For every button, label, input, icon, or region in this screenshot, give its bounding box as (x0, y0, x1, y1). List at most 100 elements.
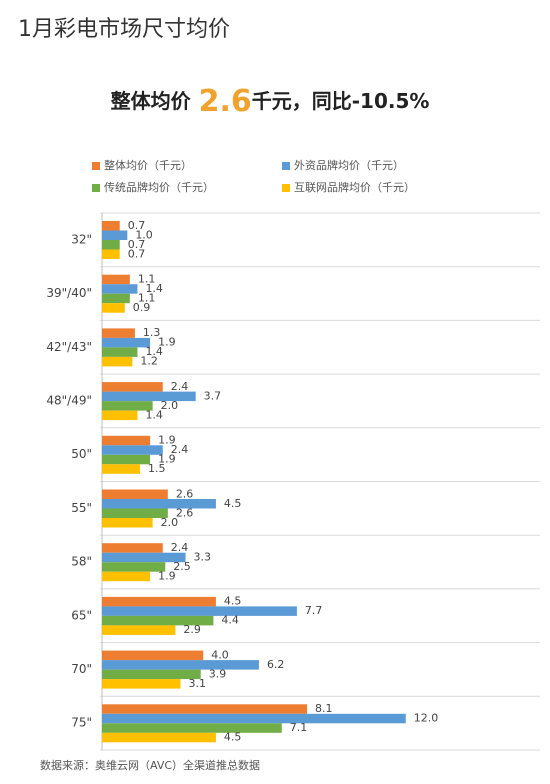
value-label: 0.7 (128, 219, 146, 232)
bar (102, 284, 138, 294)
y-tick-label: 65" (71, 608, 92, 622)
value-label: 1.9 (158, 336, 176, 349)
bar (102, 356, 133, 367)
headline-text: 整体均价 (110, 89, 192, 113)
value-label: 4.4 (221, 614, 239, 627)
legend-swatch (92, 184, 100, 192)
bar (102, 552, 186, 563)
headline-value: 2.6 (199, 84, 252, 119)
value-label: 1.5 (148, 462, 166, 475)
bar (102, 249, 120, 259)
value-label: 3.1 (188, 677, 206, 690)
bar (102, 571, 151, 582)
chart-title: 1月彩电市场尺寸均价 (18, 17, 230, 42)
value-label: 1.4 (145, 408, 163, 421)
bar (102, 723, 282, 733)
value-label: 8.1 (315, 702, 333, 715)
y-tick-label: 75" (71, 716, 92, 730)
value-label: 1.9 (158, 434, 176, 447)
y-tick-label: 48"/49" (46, 393, 92, 407)
value-label: 2.6 (176, 487, 194, 500)
bar (102, 230, 128, 240)
value-label: 0.7 (128, 238, 146, 251)
y-tick-label: 32" (71, 232, 92, 246)
bar (102, 328, 135, 338)
bar (102, 732, 216, 743)
value-label: 4.5 (224, 731, 242, 744)
y-tick-label: 70" (71, 662, 92, 676)
value-label: 2.5 (173, 560, 191, 573)
value-label: 0.7 (128, 247, 146, 260)
value-label: 1.4 (145, 282, 163, 295)
value-label: 7.1 (290, 721, 308, 734)
value-label: 4.5 (224, 497, 242, 510)
bar (102, 337, 151, 348)
legend-label: 互联网品牌均价（千元） (294, 180, 415, 194)
bar (102, 606, 297, 616)
value-label: 1.9 (158, 453, 176, 466)
y-tick-label: 58" (71, 555, 92, 569)
bar (102, 445, 163, 455)
bar (102, 303, 125, 313)
value-label: 1.2 (140, 355, 158, 368)
value-label: 1.1 (138, 291, 156, 304)
bar (102, 562, 166, 572)
bar (102, 391, 196, 402)
bar (102, 660, 259, 670)
value-label: 4.0 (211, 648, 229, 661)
value-label: 2.4 (171, 380, 189, 393)
value-label: 2.9 (183, 623, 201, 636)
y-tick-label: 39"/40" (46, 286, 92, 300)
value-label: 3.9 (209, 667, 227, 680)
bar (102, 679, 181, 689)
bar (102, 464, 140, 474)
bar (102, 508, 168, 518)
value-label: 1.9 (158, 569, 176, 582)
value-label: 1.0 (135, 228, 153, 241)
bar (102, 221, 120, 231)
bar (102, 347, 138, 357)
bar (102, 499, 216, 509)
bar (102, 293, 130, 304)
y-tick-label: 50" (71, 447, 92, 461)
value-label: 3.3 (194, 550, 212, 563)
headline-text: 千元，同比-10.5% (252, 89, 430, 113)
legend-label: 外资品牌均价（千元） (294, 158, 404, 172)
value-label: 1.4 (145, 345, 163, 358)
value-label: 12.0 (414, 712, 439, 725)
value-label: 2.0 (161, 399, 179, 412)
legend-label: 传统品牌均价（千元） (104, 180, 214, 194)
bar (102, 382, 163, 392)
headline: 整体均价 2.6千元，同比-10.5% (110, 84, 430, 119)
value-label: 4.5 (224, 595, 242, 608)
value-label: 3.7 (204, 389, 222, 402)
bar (102, 401, 153, 411)
value-label: 2.6 (176, 506, 194, 519)
bar (102, 625, 176, 635)
bar (102, 240, 120, 250)
value-label: 2.0 (161, 516, 179, 529)
value-label: 1.3 (143, 326, 161, 339)
bar (102, 713, 406, 724)
bar (102, 489, 168, 499)
bar (102, 704, 308, 714)
value-label: 0.9 (133, 301, 151, 314)
legend-label: 整体均价（千元） (104, 158, 192, 172)
bar (102, 596, 216, 607)
bar (102, 543, 163, 553)
value-label: 2.4 (171, 443, 189, 456)
value-label: 6.2 (267, 658, 285, 671)
bar (102, 274, 130, 285)
bar (102, 454, 151, 465)
value-label: 2.4 (171, 541, 189, 554)
legend-swatch (282, 162, 290, 170)
source-note: 数据来源：奥维云网（AVC）全渠道推总数据 (40, 758, 260, 772)
bar (102, 669, 201, 680)
y-tick-label: 42"/43" (46, 340, 92, 354)
bar (102, 650, 204, 661)
bar (102, 410, 138, 421)
legend-swatch (92, 162, 100, 170)
value-label: 1.1 (138, 272, 156, 285)
